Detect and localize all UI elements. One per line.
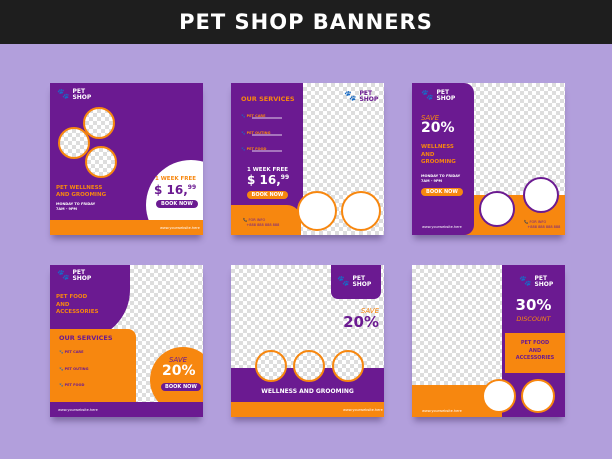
offer: 1 WEEK FREE xyxy=(155,176,197,182)
photo-placeholder xyxy=(332,350,364,382)
book-now-button[interactable]: BOOK NOW xyxy=(161,383,201,391)
heading: PET FOOD AND ACCESSORIES xyxy=(56,294,99,315)
book-now-button[interactable]: BOOK NOW xyxy=(247,191,288,199)
discount-percent: 20% xyxy=(343,313,379,331)
page-title: PET SHOP BANNERS xyxy=(0,0,612,44)
banner-6: 🐾 PET SHOP 30% DISCOUNT PET FOOD AND ACCESSO… xyxy=(412,265,565,417)
paw-icon: 🐾 xyxy=(344,91,357,102)
heading: PET WELLNESS AND GROOMING xyxy=(56,185,107,198)
logo: 🐾 PET SHOP xyxy=(344,90,379,103)
side-panel xyxy=(412,83,474,235)
services-panel xyxy=(50,329,136,409)
save-label: SAVE xyxy=(360,307,379,315)
photo-placeholder xyxy=(83,107,115,139)
discount-percent: 30% xyxy=(515,296,552,314)
save-label: SAVE xyxy=(421,114,440,122)
photo-placeholder xyxy=(297,191,337,231)
photo-placeholder xyxy=(521,379,555,413)
logo-text: PET xyxy=(72,88,86,95)
footer-band xyxy=(50,220,203,235)
website: www.yourwebsite.here xyxy=(343,408,383,412)
banner-5: 🐾 PET SHOP SAVE 20% WELLNESS AND GROOMING … xyxy=(231,265,384,417)
photo-placeholder xyxy=(482,379,516,413)
banner-1: 🐾 PET SHOP PET WELLNESS AND GROOMING MONDAY… xyxy=(50,83,203,235)
paw-icon: 🐾 xyxy=(57,89,70,100)
logo: 🐾 PET SHOP xyxy=(57,269,92,282)
contact: 📞 FOR INFO +888 888 888 888 xyxy=(243,218,280,227)
banner-3: 🐾 PET SHOP SAVE 20% WELLNESS AND GROOMING MO… xyxy=(412,83,565,235)
paw-icon: 🐾 xyxy=(57,270,70,281)
website: www.yourwebsite.here xyxy=(58,408,98,412)
heading: WELLNESS AND GROOMING xyxy=(261,388,354,395)
photo-placeholder xyxy=(85,146,117,178)
contact: 📞 FOR INFO +888 888 888 888 xyxy=(524,220,561,229)
hours: MONDAY TO FRIDAY 7AM - 9PM xyxy=(56,202,96,211)
footer-band xyxy=(231,205,301,235)
services-title: OUR SERVICES xyxy=(59,334,113,342)
paw-icon: 🐾 xyxy=(421,90,434,101)
discount-percent: 20% xyxy=(162,363,196,379)
services-list: 🐾 PET CARE 🐾 PET OUTING 🐾 PET FOOD xyxy=(59,350,89,387)
heading: PET FOOD AND ACCESSORIES xyxy=(515,340,555,361)
logo: 🐾 PET SHOP xyxy=(519,275,554,288)
banner-4: 🐾 PET SHOP PET FOOD AND ACCESSORIES OUR SERV… xyxy=(50,265,203,417)
save-label: SAVE xyxy=(169,356,188,364)
paw-icon: 🐾 xyxy=(519,276,532,287)
footer-band xyxy=(50,402,203,417)
photo-placeholder xyxy=(479,191,515,227)
photo-placeholder xyxy=(255,350,287,382)
discount-label: DISCOUNT xyxy=(516,315,551,323)
heading: WELLNESS AND GROOMING xyxy=(421,144,456,165)
footer-band xyxy=(231,402,384,417)
logo: 🐾 PET SHOP xyxy=(337,275,372,288)
price: $ 16,99 xyxy=(154,183,197,197)
heading-panel xyxy=(505,333,565,373)
paw-icon: 🐾 xyxy=(337,276,350,287)
price: $ 16,99 xyxy=(247,173,290,187)
logo: 🐾 PET SHOP xyxy=(421,89,456,102)
logo-text: SHOP xyxy=(72,94,92,101)
logo-panel xyxy=(331,265,381,299)
website: www.yourwebsite.here xyxy=(160,226,200,230)
discount-percent: 20% xyxy=(421,120,455,136)
photo-placeholder xyxy=(523,177,559,213)
book-now-button[interactable]: BOOK NOW xyxy=(156,200,198,208)
photo-placeholder xyxy=(293,350,325,382)
hours: MONDAY TO FRIDAY 7AM - 9PM xyxy=(421,174,461,183)
photo-placeholder xyxy=(58,127,90,159)
photo-placeholder xyxy=(341,191,381,231)
services-list: 🐾 PET CARE 🐾 PET OUTING 🐾 PET FOOD xyxy=(241,114,271,151)
banner-2: OUR SERVICES 🐾 PET CARE 🐾 PET OUTING 🐾 PET… xyxy=(231,83,384,235)
website: www.yourwebsite.here xyxy=(422,409,462,413)
book-now-button[interactable]: BOOK NOW xyxy=(421,188,463,196)
services-title: OUR SERVICES xyxy=(241,95,295,103)
logo: 🐾 PET SHOP xyxy=(57,89,91,101)
website: www.yourwebsite.here xyxy=(422,225,462,229)
offer: 1 WEEK FREE xyxy=(247,167,289,173)
